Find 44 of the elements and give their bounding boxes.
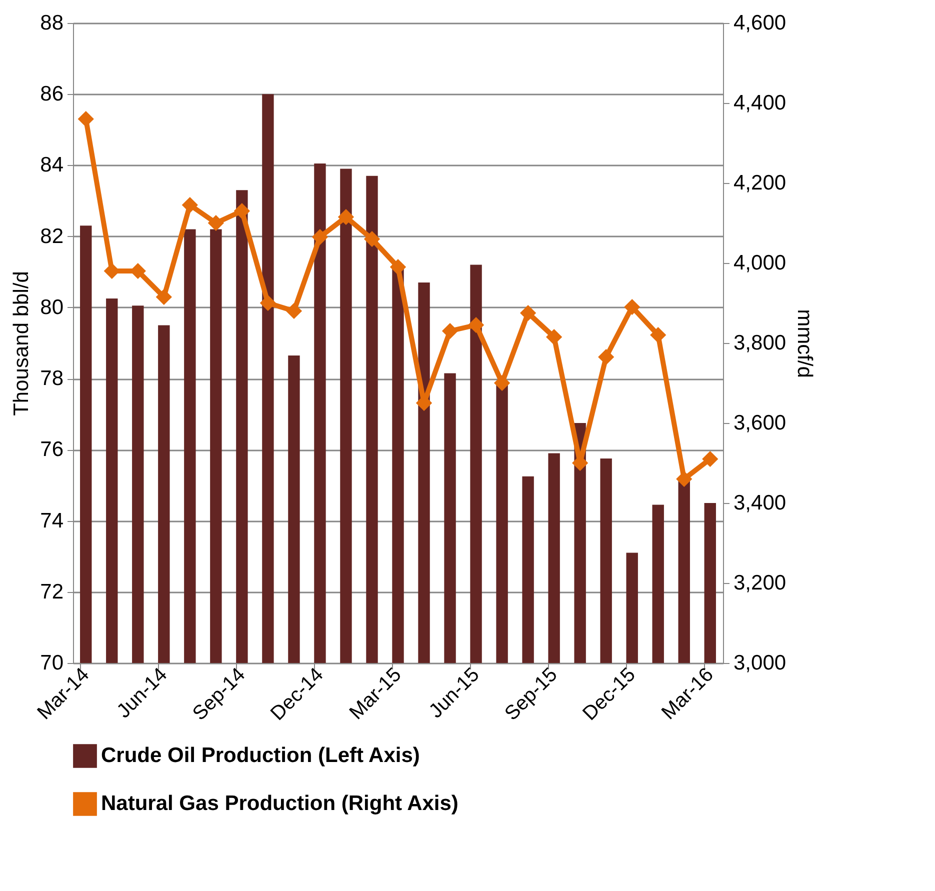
y-tick-label: 82: [40, 224, 64, 248]
point: [364, 230, 380, 248]
point: [286, 302, 302, 320]
point: [234, 202, 250, 220]
y-tick-label: 84: [40, 154, 64, 177]
point: [494, 374, 510, 392]
point: [390, 258, 406, 276]
y2-tick-label: 3,600: [734, 412, 786, 434]
y-tick-label: 76: [40, 438, 64, 462]
point: [702, 450, 718, 468]
y-tick-label: 78: [40, 367, 64, 390]
y2-tick-label: 4,400: [734, 92, 786, 114]
point: [676, 470, 692, 488]
point: [78, 110, 94, 128]
point: [442, 322, 458, 340]
y2-tick-label: 4,000: [734, 252, 786, 274]
point: [182, 196, 198, 214]
point: [208, 214, 224, 232]
y2-tick-label: 3,800: [734, 332, 786, 354]
point: [598, 348, 614, 366]
y-tick-label: 70: [40, 652, 64, 674]
y2-tick-label: 4,200: [734, 172, 786, 194]
y2-axis-title: mmcf/d: [793, 309, 816, 378]
point: [312, 228, 328, 246]
y2-tick-label: 3,400: [734, 492, 786, 514]
legend-label: Natural Gas Production (Right Axis): [101, 792, 458, 815]
point: [546, 328, 562, 346]
point: [468, 316, 484, 334]
y2-tick-label: 4,600: [734, 12, 786, 34]
y-tick-label: 72: [40, 580, 64, 604]
y2-tick-label: 3,200: [734, 572, 786, 594]
point: [156, 288, 172, 306]
y-tick-label: 86: [40, 82, 64, 106]
point: [260, 294, 276, 312]
point: [338, 208, 354, 226]
point: [520, 304, 536, 322]
point: [624, 298, 640, 316]
point: [650, 326, 666, 344]
y-tick-label: 74: [40, 509, 64, 532]
y-tick-label: 80: [40, 296, 64, 319]
y-tick-label: 88: [40, 12, 64, 34]
y2-tick-label: 3,000: [734, 652, 786, 674]
legend-label: Crude Oil Production (Left Axis): [101, 744, 420, 767]
y-axis-title: Thousand bbl/d: [10, 271, 34, 416]
